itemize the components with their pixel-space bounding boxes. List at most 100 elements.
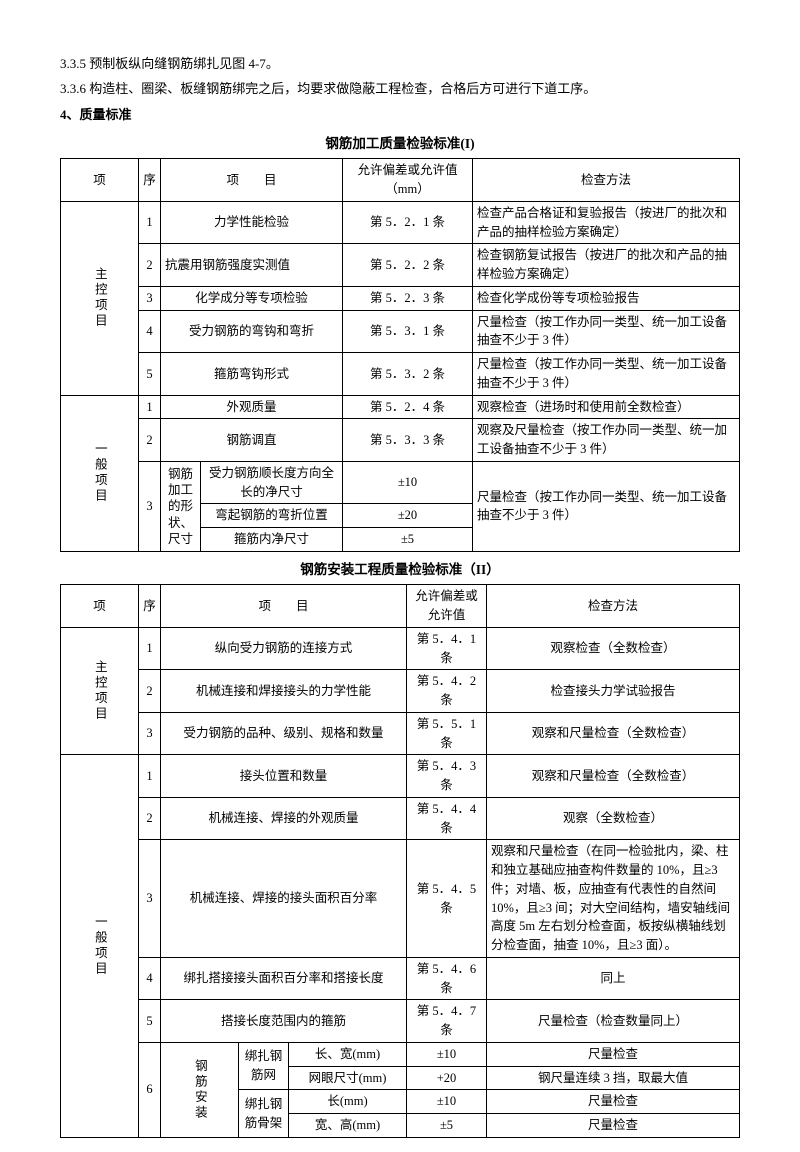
cell: 钢筋加工的形状、尺寸	[161, 461, 201, 551]
t1-cat1: 主控项目	[61, 201, 139, 395]
cell: 长(mm)	[289, 1090, 407, 1114]
table2: 项 序 项 目 允许偏差或允许值 检查方法 主控项目 1 纵向受力钢筋的连接方式…	[60, 584, 740, 1138]
t2-r9a: 6 钢筋安装 绑扎钢筋网 长、宽(mm) ±10 尺量检查	[61, 1042, 740, 1066]
cell: 1	[139, 627, 161, 670]
t2-cat1: 主控项目	[61, 627, 139, 755]
table1-header: 项 序 项 目 允许偏差或允许值（mm） 检查方法	[61, 159, 740, 202]
cell: 第 5．4．3 条	[407, 755, 487, 798]
cell: 受力钢筋顺长度方向全长的净尺寸	[201, 461, 343, 504]
cell: 第 5．3．1 条	[343, 310, 473, 353]
cell: 机械连接、焊接的外观质量	[161, 797, 407, 840]
t2-r8: 5 搭接长度范围内的箍筋 第 5．4．7 条 尺量检查（检查数量同上）	[61, 1000, 740, 1043]
cell: +20	[407, 1066, 487, 1090]
cell: 尺量检查（按工作办同一类型、统一加工设备抽查不少于 3 件）	[473, 310, 740, 353]
cell: 纵向受力钢筋的连接方式	[161, 627, 407, 670]
cell: 观察检查（全数检查）	[487, 627, 740, 670]
cell: 第 5．2．4 条	[343, 395, 473, 419]
table1: 项 序 项 目 允许偏差或允许值（mm） 检查方法 主控项目 1 力学性能检验 …	[60, 158, 740, 552]
cell: 接头位置和数量	[161, 755, 407, 798]
cell: 检查产品合格证和复验报告（按进厂的批次和产品的抽样检验方案确定）	[473, 201, 740, 244]
cell: 尺量检查（按工作办同一类型、统一加工设备抽查不少于 3 件）	[473, 461, 740, 551]
cell: 观察及尺量检查（按工作办同一类型、统一加工设备抽查不少于 3 件）	[473, 419, 740, 462]
cell: 力学性能检验	[161, 201, 343, 244]
t2-r4: 一般项目 1 接头位置和数量 第 5．4．3 条 观察和尺量检查（全数检查）	[61, 755, 740, 798]
cell: 2	[139, 244, 161, 287]
cell: 第 5．4．2 条	[407, 670, 487, 713]
cell: ±10	[407, 1090, 487, 1114]
h-c2: 序	[139, 159, 161, 202]
cell: 第 5．4．7 条	[407, 1000, 487, 1043]
cell: 受力钢筋的品种、级别、规格和数量	[161, 712, 407, 755]
cell: 同上	[487, 957, 740, 1000]
t2-cat2: 一般项目	[61, 755, 139, 1138]
cell: 弯起钢筋的弯折位置	[201, 504, 343, 528]
table2-header: 项 序 项 目 允许偏差或允许值 检查方法	[61, 585, 740, 628]
t2-r7: 4 绑扎搭接接头面积百分率和搭接长度 第 5．4．6 条 同上	[61, 957, 740, 1000]
t1-r5: 5 箍筋弯钩形式 第 5．3．2 条 尺量检查（按工作办同一类型、统一加工设备抽…	[61, 353, 740, 396]
cell: 第 5．4．1 条	[407, 627, 487, 670]
cell: 第 5．2．2 条	[343, 244, 473, 287]
cell: 第 5．4．4 条	[407, 797, 487, 840]
t2-r1: 主控项目 1 纵向受力钢筋的连接方式 第 5．4．1 条 观察检查（全数检查）	[61, 627, 740, 670]
cell: 3	[139, 712, 161, 755]
cell: 检查钢筋复试报告（按进厂的批次和产品的抽样检验方案确定）	[473, 244, 740, 287]
footer-url: http://hi.baidu.com/davidlwb	[60, 1150, 740, 1152]
t2-r5: 2 机械连接、焊接的外观质量 第 5．4．4 条 观察（全数检查）	[61, 797, 740, 840]
cell: 5	[139, 1000, 161, 1043]
cell: 化学成分等专项检验	[161, 286, 343, 310]
cell: 第 5．3．2 条	[343, 353, 473, 396]
heading-4: 4、质量标准	[60, 103, 740, 126]
cell: 箍筋弯钩形式	[161, 353, 343, 396]
cell: 绑扎钢筋骨架	[239, 1090, 289, 1138]
cell: 1	[139, 755, 161, 798]
cell: 检查接头力学试验报告	[487, 670, 740, 713]
cell: 2	[139, 419, 161, 462]
h-c4: 允许偏差或允许值	[407, 585, 487, 628]
cell: 尺量检查（按工作办同一类型、统一加工设备抽查不少于 3 件）	[473, 353, 740, 396]
cell: 长、宽(mm)	[289, 1042, 407, 1066]
t1-r7: 2 钢筋调直 第 5．3．3 条 观察及尺量检查（按工作办同一类型、统一加工设备…	[61, 419, 740, 462]
cell: 尺量检查	[487, 1114, 740, 1138]
cell: 1	[139, 201, 161, 244]
t1-cat2: 一般项目	[61, 395, 139, 551]
cell: ±10	[343, 461, 473, 504]
cell: 3	[139, 461, 161, 551]
t2-r3: 3 受力钢筋的品种、级别、规格和数量 第 5．5．1 条 观察和尺量检查（全数检…	[61, 712, 740, 755]
cell: ±10	[407, 1042, 487, 1066]
cell: 绑扎搭接接头面积百分率和搭接长度	[161, 957, 407, 1000]
cell: 第 5．4．6 条	[407, 957, 487, 1000]
cell: 3	[139, 840, 161, 958]
cell: 2	[139, 797, 161, 840]
cell: 第 5．2．3 条	[343, 286, 473, 310]
cell: 机械连接和焊接接头的力学性能	[161, 670, 407, 713]
cell: 机械连接、焊接的接头面积百分率	[161, 840, 407, 958]
cell: 4	[139, 957, 161, 1000]
cell: 观察（全数检查）	[487, 797, 740, 840]
cell: 绑扎钢筋网	[239, 1042, 289, 1090]
h-c3: 项 目	[161, 585, 407, 628]
h-c1: 项	[61, 159, 139, 202]
cell: 尺量检查	[487, 1090, 740, 1114]
cell: 6	[139, 1042, 161, 1137]
t2-r6: 3 机械连接、焊接的接头面积百分率 第 5．4．5 条 观察和尺量检查（在同一检…	[61, 840, 740, 958]
h-c2: 序	[139, 585, 161, 628]
table2-title: 钢筋安装工程质量检验标准（II）	[60, 558, 740, 582]
cell: 第 5．3．3 条	[343, 419, 473, 462]
table1-title: 钢筋加工质量检验标准(I)	[60, 132, 740, 156]
cell: ±5	[343, 528, 473, 552]
h-c3: 项 目	[161, 159, 343, 202]
cell: 钢筋安装	[161, 1042, 239, 1137]
para-336: 3.3.6 构造柱、圈梁、板缝钢筋绑完之后，均要求做隐蔽工程检查，合格后方可进行…	[60, 77, 740, 100]
cell: 5	[139, 353, 161, 396]
cell: 受力钢筋的弯钩和弯折	[161, 310, 343, 353]
cell: 尺量检查（检查数量同上）	[487, 1000, 740, 1043]
cell: 观察和尺量检查（全数检查）	[487, 712, 740, 755]
cell: 观察和尺量检查（全数检查）	[487, 755, 740, 798]
h-c5: 检查方法	[473, 159, 740, 202]
t1-r1: 主控项目 1 力学性能检验 第 5．2．1 条 检查产品合格证和复验报告（按进厂…	[61, 201, 740, 244]
cell: 3	[139, 286, 161, 310]
cell: 观察检查（进场时和使用前全数检查）	[473, 395, 740, 419]
cell: 箍筋内净尺寸	[201, 528, 343, 552]
cell: ±20	[343, 504, 473, 528]
cell: 尺量检查	[487, 1042, 740, 1066]
